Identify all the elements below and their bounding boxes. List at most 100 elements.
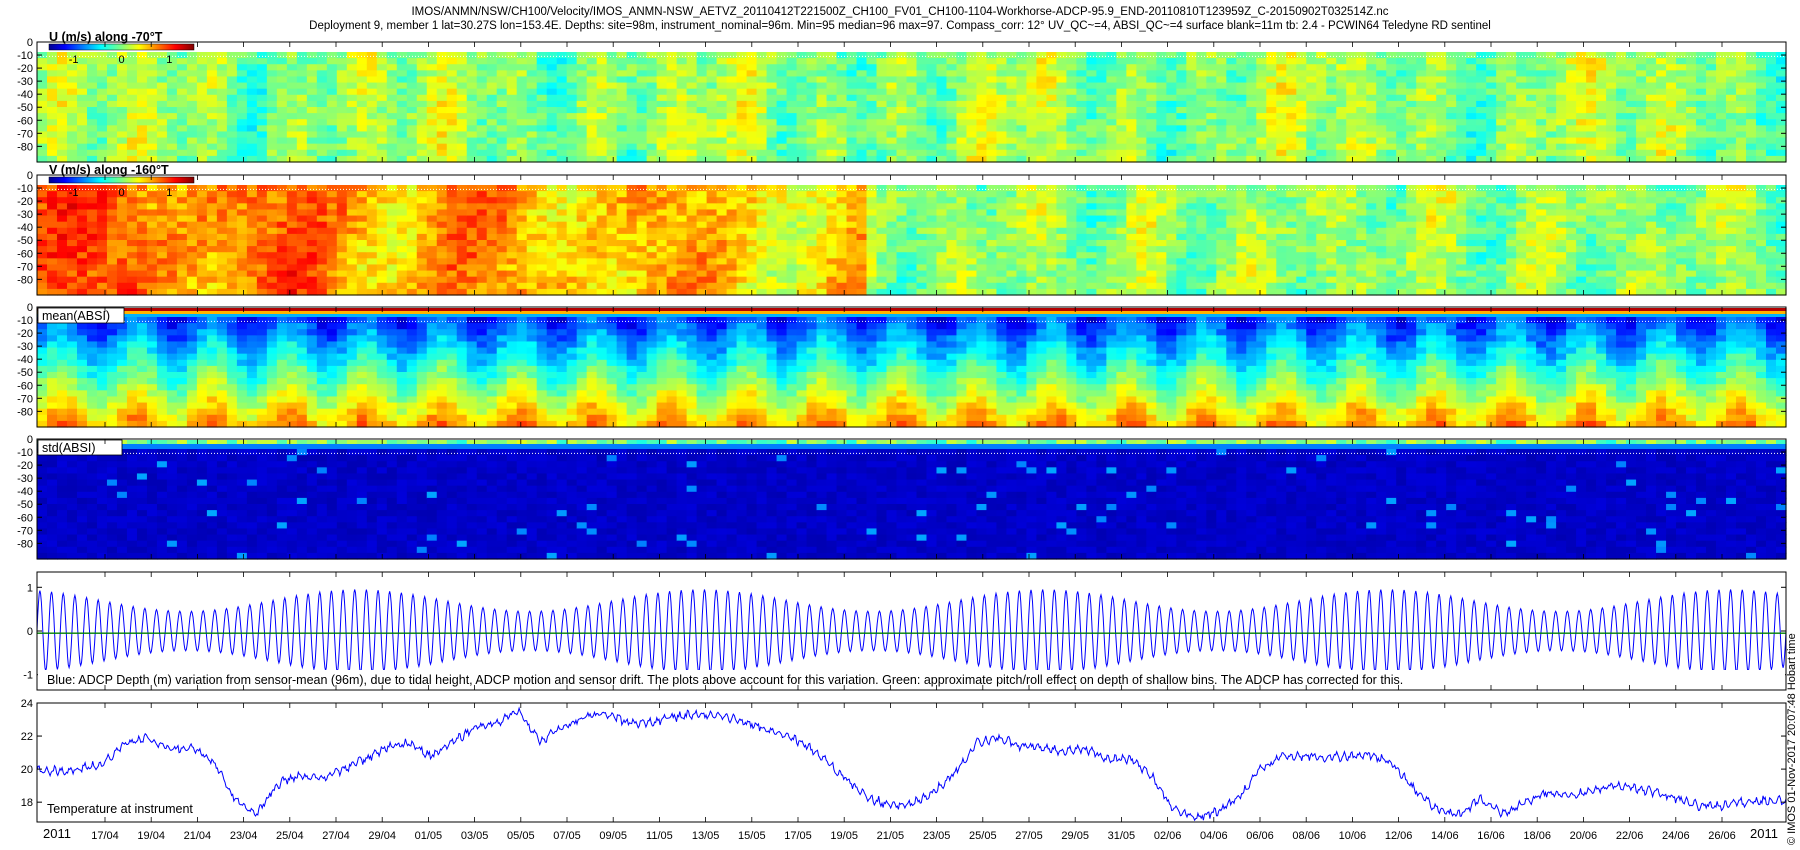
depth-variation-panel: 1 0 -1 Blue: ADCP Depth (m) variation from … <box>23 571 1787 691</box>
heatmap-cells <box>37 440 1787 560</box>
temperature-panel: 24 22 20 18 Temperature at instrument <box>21 698 1787 823</box>
colorbar <box>48 176 195 184</box>
x-tick-label: 12/06 <box>1385 830 1413 842</box>
y-tick-label: -40 <box>17 354 33 366</box>
colorbar-tick-label: 1 <box>166 187 172 199</box>
y-tick-label: -50 <box>17 235 33 247</box>
x-tick-label: 23/05 <box>923 830 951 842</box>
panel-frame <box>36 174 1787 296</box>
x-tick-label: 06/06 <box>1246 830 1274 842</box>
y-tick-label: -20 <box>17 460 33 472</box>
depth-variation-line <box>36 589 1787 673</box>
y-tick-label: 0 <box>27 302 33 314</box>
panel-label: V (m/s) along -160°T <box>49 163 169 177</box>
y-tick-label: 0 <box>27 626 33 638</box>
figure-title-line-2: Deployment 9, member 1 lat=30.27S lon=15… <box>309 20 1491 32</box>
panel-frame <box>36 702 1787 823</box>
y-tick-label: -70 <box>17 128 33 140</box>
x-tick-label: 17/05 <box>784 830 812 842</box>
y-tick-label: -30 <box>17 473 33 485</box>
y-tick-label: -20 <box>17 196 33 208</box>
y-tick-label: 20 <box>21 764 33 776</box>
x-tick-label: 26/06 <box>1708 830 1736 842</box>
x-tick-label: 10/06 <box>1339 830 1367 842</box>
x-tick-label: 25/05 <box>969 830 997 842</box>
panel-frame <box>36 41 1787 163</box>
v-velocity-panel: 0-10-20-30-40-50-60-70-80V (m/s) along -… <box>17 163 1787 296</box>
y-tick-label: -20 <box>17 328 33 340</box>
u-velocity-panel: 0-10-20-30-40-50-60-70-80U (m/s) along -… <box>17 30 1787 163</box>
x-tick-label: 21/05 <box>877 830 905 842</box>
x-tick-label: 27/04 <box>322 830 350 842</box>
x-tick-label: 01/05 <box>415 830 443 842</box>
y-tick-label: -30 <box>17 76 33 88</box>
y-tick-label: 0 <box>27 434 33 446</box>
y-tick-label: -10 <box>17 50 33 62</box>
y-tick-label: 18 <box>21 797 33 809</box>
x-axis: 17/04 19/04 21/04 23/04 25/04 27/04 29/04 01/05… <box>43 42 1778 842</box>
panel-label: Temperature at instrument <box>47 802 193 816</box>
colorbar-tick-label: -1 <box>69 54 79 66</box>
x-tick-label: 03/05 <box>461 830 489 842</box>
y-tick-label: -10 <box>17 447 33 459</box>
panel-frame <box>36 438 1787 560</box>
x-tick-label: 17/04 <box>91 830 119 842</box>
y-tick-label: 24 <box>21 698 33 710</box>
y-tick-label: -30 <box>17 341 33 353</box>
y-tick-label: -60 <box>17 512 33 524</box>
annotation-box <box>38 670 1785 689</box>
figure-title-line-1: IMOS/ANMN/NSW/CH100/Velocity/IMOS_ANMN-N… <box>411 6 1389 18</box>
copyright-timestamp: © IMOS 01-Nov-2017 20:07:48 Hobart time <box>1786 633 1798 845</box>
x-tick-label: 29/05 <box>1061 830 1089 842</box>
x-tick-label: 04/06 <box>1200 830 1228 842</box>
x-tick-label: 15/05 <box>738 830 766 842</box>
y-tick-label: -10 <box>17 183 33 195</box>
x-tick-label: 22/06 <box>1616 830 1644 842</box>
y-tick-label: -70 <box>17 393 33 405</box>
y-tick-label: -80 <box>17 274 33 286</box>
y-tick-label: -40 <box>17 486 33 498</box>
panel-label-box <box>37 307 125 324</box>
x-tick-label: 19/05 <box>830 830 858 842</box>
heatmap-cells <box>37 308 1787 428</box>
y-tick-label: -50 <box>17 102 33 114</box>
panel-label-box <box>37 439 123 456</box>
y-tick-label: -40 <box>17 89 33 101</box>
y-tick-label: -1 <box>23 670 33 682</box>
x-tick-label: 27/05 <box>1015 830 1043 842</box>
x-tick-label: 25/04 <box>276 830 304 842</box>
x-tick-label: 29/04 <box>368 830 396 842</box>
panel-label: std(ABSI) <box>42 441 96 455</box>
temperature-line <box>36 706 1787 822</box>
x-tick-label: 08/06 <box>1292 830 1320 842</box>
heatmap-cells <box>37 52 1787 163</box>
x-tick-label: 21/04 <box>184 830 212 842</box>
colorbar <box>48 43 195 51</box>
y-tick-label: -80 <box>17 538 33 550</box>
panel-label: mean(ABSI) <box>42 309 110 323</box>
colorbar-tick-label: -1 <box>69 187 79 199</box>
x-tick-label: 20/06 <box>1570 830 1598 842</box>
panel-frame <box>36 306 1787 428</box>
panel-label: U (m/s) along -70°T <box>49 30 163 44</box>
colorbar-tick-label: 0 <box>118 54 124 66</box>
colorbar-tick-label: 1 <box>166 54 172 66</box>
std-absi-panel: 0-10-20-30-40-50-60-70-80 std(ABSI) <box>17 434 1787 560</box>
y-tick-label: -60 <box>17 115 33 127</box>
x-tick-label: 02/06 <box>1154 830 1182 842</box>
y-tick-label: -40 <box>17 222 33 234</box>
y-tick-label: 22 <box>21 731 33 743</box>
y-tick-label: -20 <box>17 63 33 75</box>
y-tick-label: -30 <box>17 209 33 221</box>
y-tick-label: -50 <box>17 367 33 379</box>
y-tick-label: -10 <box>17 315 33 327</box>
x-tick-label: 19/04 <box>137 830 165 842</box>
x-year-label-end: 2011 <box>1750 826 1778 841</box>
y-tick-label: 1 <box>27 582 33 594</box>
x-tick-label: 24/06 <box>1662 830 1690 842</box>
y-tick-label: -60 <box>17 248 33 260</box>
y-tick-label: 0 <box>27 170 33 182</box>
heatmap-cells <box>37 185 1787 296</box>
x-tick-label: 31/05 <box>1108 830 1136 842</box>
x-tick-label: 18/06 <box>1523 830 1551 842</box>
